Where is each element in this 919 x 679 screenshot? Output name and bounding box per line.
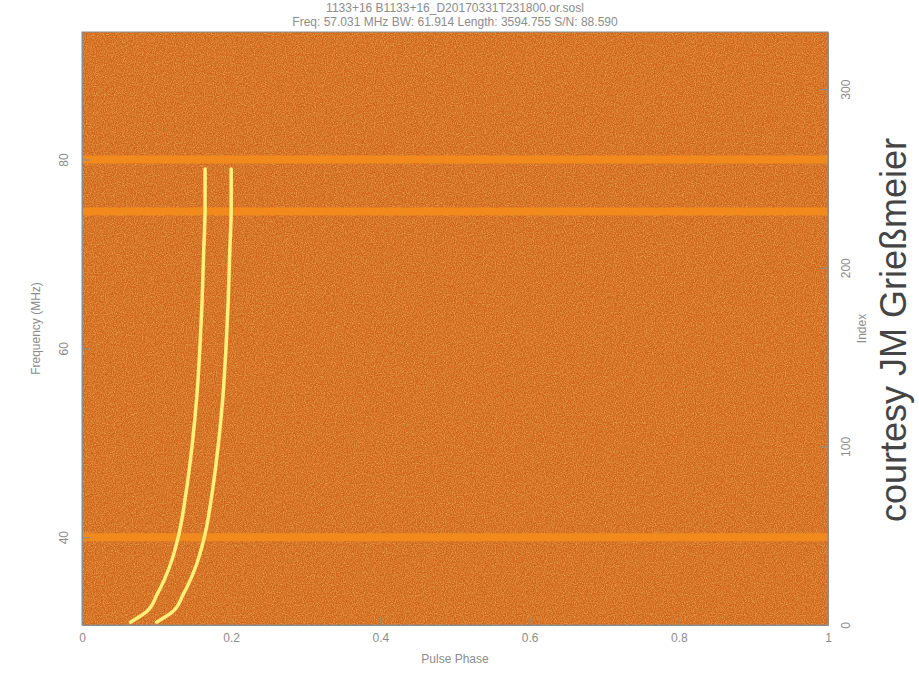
- tick-mark: [231, 617, 232, 625]
- chart: 0 0.2 0.4 0.6 0.8 1 40 60 80 0 100 200 300 1133+16 B1…: [0, 0, 919, 679]
- flagged-band: [82, 155, 828, 163]
- tick-label: 0: [839, 622, 853, 629]
- tick-mark: [679, 617, 680, 625]
- tick-label: 60: [57, 342, 71, 356]
- tick-label: 0.8: [671, 631, 688, 645]
- pulse-component: [130, 169, 205, 622]
- tick: 40: [57, 531, 90, 545]
- tick-mark: [820, 89, 828, 90]
- flagged-band: [82, 533, 828, 541]
- tick: 200: [820, 258, 853, 278]
- subtitle: Freq: 57.031 MHz BW: 61.914 Length: 3594…: [292, 15, 618, 29]
- tick: 0.6: [522, 617, 539, 645]
- y2-axis-title: Index: [855, 314, 869, 343]
- x-axis: 0 0.2 0.4 0.6 0.8 1: [79, 617, 832, 645]
- y2-axis: 0 100 200 300: [820, 33, 853, 629]
- tick: 0.2: [223, 617, 240, 645]
- tick-mark: [820, 268, 828, 269]
- tick-label: 1: [825, 631, 832, 645]
- tick-label: 0: [79, 631, 86, 645]
- tick-mark: [82, 537, 90, 538]
- tick: 300: [820, 79, 853, 99]
- y-axis-title: Frequency (MHz): [29, 282, 43, 375]
- tick-mark: [380, 617, 381, 625]
- flagged-band: [82, 207, 828, 215]
- x-axis-title: Pulse Phase: [421, 652, 489, 666]
- tick-label: 0.2: [223, 631, 240, 645]
- tick-label: 100: [839, 437, 853, 457]
- title: 1133+16 B1133+16_D20170331T231800.or.sos…: [326, 1, 584, 15]
- tick: 60: [57, 342, 90, 356]
- tick-mark: [530, 617, 531, 625]
- tick-label: 200: [839, 258, 853, 278]
- tick-label: 40: [57, 531, 71, 545]
- tick-mark: [82, 348, 90, 349]
- tick: 0.4: [373, 617, 390, 645]
- tick: 80: [57, 153, 90, 167]
- tick-label: 0.4: [373, 631, 390, 645]
- tick: 0.8: [671, 617, 688, 645]
- plot-texture: [82, 32, 828, 625]
- tick-label: 0.6: [522, 631, 539, 645]
- annotation: courtesy JM Grießmeier: [873, 138, 914, 522]
- pulse-component: [157, 169, 232, 622]
- data-layer: [82, 159, 828, 622]
- plot-frame: [82, 32, 828, 625]
- plot-background: [82, 32, 828, 625]
- tick-label: 80: [57, 153, 71, 167]
- tick: 100: [820, 437, 853, 457]
- y-axis: 40 60 80: [57, 33, 90, 626]
- tick-mark: [82, 159, 90, 160]
- tick-mark: [820, 446, 828, 447]
- tick-label: 300: [839, 79, 853, 99]
